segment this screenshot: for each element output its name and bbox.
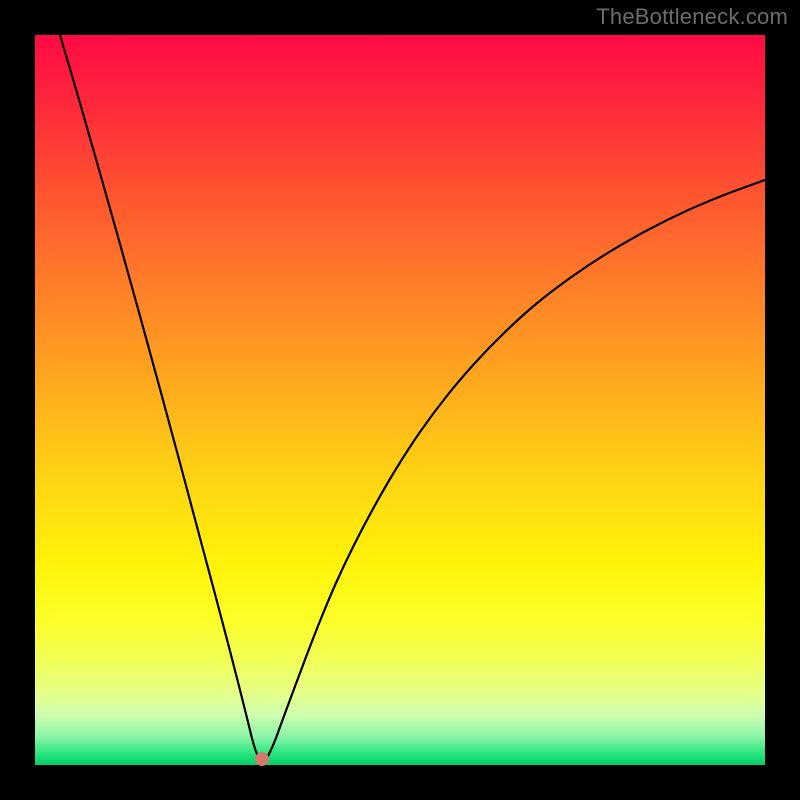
bottleneck-chart <box>0 0 800 800</box>
plot-container <box>0 0 800 800</box>
plot-background <box>35 35 765 765</box>
minimum-point-marker <box>255 752 269 766</box>
watermark-text: TheBottleneck.com <box>596 4 788 30</box>
